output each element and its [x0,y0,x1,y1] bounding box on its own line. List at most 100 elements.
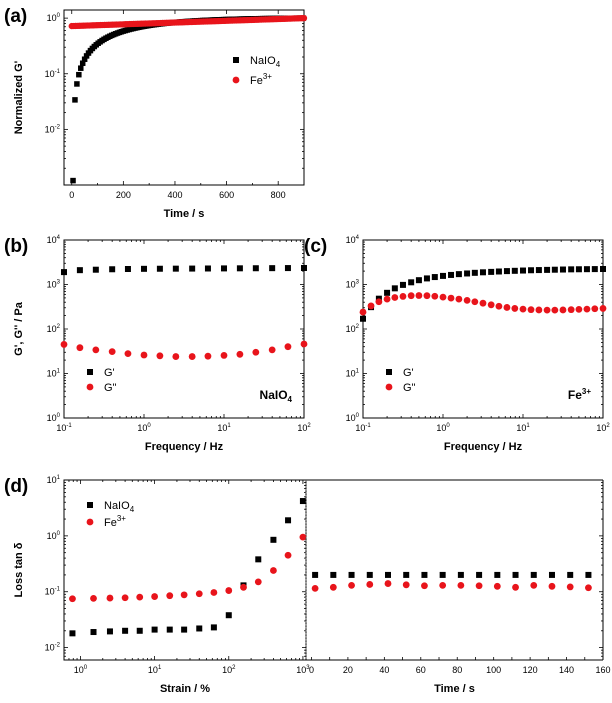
tick-exponent: 0 [356,413,360,419]
data-point-square [92,266,99,273]
data-point-square [189,265,196,272]
tick-base: 10 [45,643,55,653]
panel-label: (a) [4,6,27,27]
tick-base: 10 [47,324,57,334]
text-part: Fe [568,388,582,402]
legend-marker-square [87,369,93,375]
data-point-circle [329,583,337,591]
data-point-circle [530,581,538,589]
data-point-circle [106,594,114,602]
data-point-circle [503,304,511,311]
tick-label: 101 [148,665,162,675]
data-point-square [255,556,262,563]
data-point-square [384,289,391,296]
data-point-square [585,571,592,578]
tick-exponent: 2 [606,423,610,429]
legend-marker-square [233,57,239,63]
data-point-circle [599,305,607,312]
data-point-square [575,266,582,273]
data-point-circle [559,306,567,314]
x-tick-label: 100 [486,665,501,675]
data-point-circle [402,581,410,589]
data-point-square [548,571,555,578]
data-point-circle [254,578,262,586]
data-point-circle [172,353,180,360]
data-point-circle [493,582,501,590]
panel-annotation: NaIO4 [260,388,293,404]
data-point-square [530,571,537,578]
text-part: NaIO [104,500,130,512]
data-point-circle [204,352,212,360]
data-point-square [600,266,606,273]
data-point-circle [300,14,308,22]
data-point-circle [439,293,447,301]
data-point-square [471,269,478,276]
data-point-circle [548,582,556,590]
data-point-circle [366,581,374,588]
data-point-circle [284,343,292,351]
data-point-circle [423,292,431,300]
tick-label: 10-1 [56,423,72,433]
data-point-square [285,517,292,524]
tick-exponent: 0 [446,423,450,429]
tick-label: 100 [346,413,360,423]
tick-base: 10 [596,423,606,433]
panel-label: (d) [4,476,28,497]
y-axis-title: Normalized G' [13,60,25,134]
tick-base: 10 [516,423,526,433]
x-axis-title: Frequency / Hz [444,441,523,453]
data-point-circle [535,306,543,314]
tick-exponent: 0 [57,531,61,537]
data-point-square [360,315,366,322]
tick-base: 10 [346,413,356,423]
data-point-square [348,571,355,578]
data-point-square [384,571,391,578]
tick-base: 10 [217,423,227,433]
data-point-square [312,571,319,578]
tick-label: 101 [346,369,360,379]
tick-label: 104 [47,235,61,245]
x-tick-label: 800 [271,190,286,200]
text-part: Fe [250,75,263,87]
data-point-circle [407,292,415,300]
tick-exponent: -1 [66,423,72,429]
data-point-circle [252,348,260,356]
data-point-square [136,627,143,634]
panel-d-right: 0 20 40 60 80 100 120 140 160 Time / s [305,479,611,695]
tick-exponent: -1 [55,587,61,593]
data-point-circle [455,295,463,303]
tick-base: 10 [47,475,57,485]
tick-exponent: 1 [526,423,530,429]
data-point-square [535,267,542,274]
data-point-circle [457,581,465,589]
tick-base: 10 [74,665,84,675]
tick-base: 10 [148,665,158,675]
tick-base: 10 [47,13,57,23]
data-point-square [512,571,519,578]
text-part: Fe [104,517,117,529]
tick-exponent: 1 [227,423,231,429]
data-point-square [591,266,598,273]
x-axis-title: Time / s [164,208,205,220]
tick-exponent: 2 [356,324,360,330]
data-point-circle [585,584,592,592]
data-point-circle [300,340,308,348]
legend-label: G" [403,382,416,394]
data-point-square [408,279,415,286]
data-point-circle [90,594,97,602]
data-point-circle [270,567,277,574]
data-point-square [221,265,227,272]
panel-label: (b) [4,236,28,257]
data-point-circle [439,581,447,589]
data-point-square [583,266,590,273]
tick-exponent: 3 [57,280,61,286]
data-point-square [106,628,113,635]
data-point-circle [240,583,247,591]
data-point-circle [69,595,76,603]
tick-base: 10 [45,124,55,134]
data-point-square [567,571,574,578]
tick-exponent: -1 [365,423,371,429]
data-point-square [464,270,471,277]
